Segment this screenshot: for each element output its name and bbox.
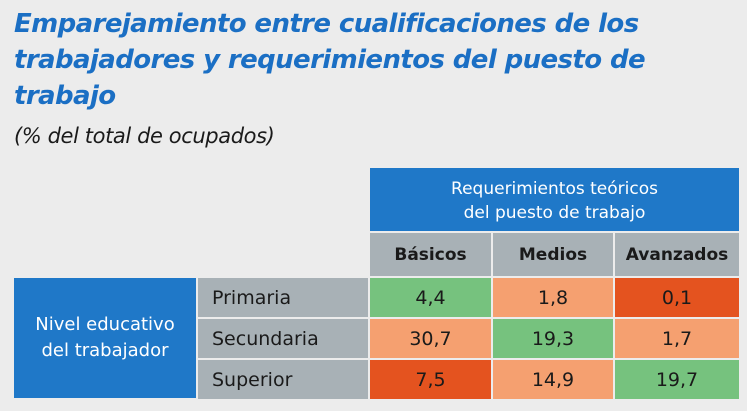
- row-group-header-line-2: del trabajador: [41, 340, 169, 361]
- chart-subtitle: (% del total de ocupados): [14, 124, 275, 148]
- column-header-avanzados: Avanzados: [615, 233, 739, 276]
- cell-superior-basicos: 7,5: [370, 360, 491, 399]
- cell-secundaria-medios: 19,3: [493, 319, 613, 358]
- cell-primaria-basicos: 4,4: [370, 278, 491, 317]
- chart-title: Emparejamiento entre cualificaciones de …: [14, 9, 646, 111]
- row-group-header: Nivel educativo del trabajador: [14, 278, 196, 398]
- column-group-header: Requerimientos teóricos del puesto de tr…: [370, 168, 739, 231]
- row-header-superior: Superior: [198, 360, 368, 399]
- cell-superior-avanzados: 19,7: [615, 360, 739, 399]
- cell-superior-medios: 14,9: [493, 360, 613, 399]
- row-header-secundaria: Secundaria: [198, 319, 368, 358]
- column-group-header-line-1: Requerimientos teóricos: [451, 178, 658, 199]
- column-group-header-line-2: del puesto de trabajo: [463, 202, 646, 223]
- row-group-header-line-1: Nivel educativo: [35, 314, 175, 335]
- column-header-medios: Medios: [493, 233, 613, 276]
- cell-secundaria-avanzados: 1,7: [615, 319, 739, 358]
- row-header-primaria: Primaria: [198, 278, 368, 317]
- column-header-basicos: Básicos: [370, 233, 491, 276]
- cell-secundaria-basicos: 30,7: [370, 319, 491, 358]
- cell-primaria-medios: 1,8: [493, 278, 613, 317]
- cell-primaria-avanzados: 0,1: [615, 278, 739, 317]
